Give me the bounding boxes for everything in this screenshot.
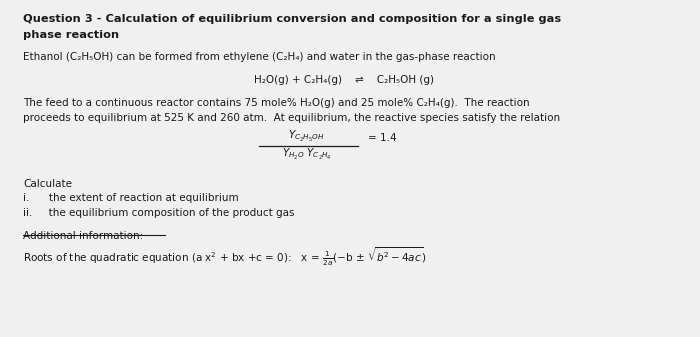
Text: Additional information:: Additional information:	[23, 231, 144, 241]
Text: Question 3 - Calculation of equilibrium conversion and composition for a single : Question 3 - Calculation of equilibrium …	[23, 14, 561, 24]
Text: i.      the extent of reaction at equilibrium: i. the extent of reaction at equilibrium	[23, 193, 239, 203]
Text: phase reaction: phase reaction	[23, 30, 120, 40]
Text: proceeds to equilibrium at 525 K and 260 atm.  At equilibrium, the reactive spec: proceeds to equilibrium at 525 K and 260…	[23, 113, 561, 123]
Text: ii.     the equilibrium composition of the product gas: ii. the equilibrium composition of the p…	[23, 208, 295, 218]
Text: Ethanol (C₂H₅OH) can be formed from ethylene (C₂H₄) and water in the gas-phase r: Ethanol (C₂H₅OH) can be formed from ethy…	[23, 53, 496, 62]
Text: Roots of the quadratic equation (a x$^2$ + bx +c = 0):   x = $\frac{1}{2a}$($-$b: Roots of the quadratic equation (a x$^2$…	[23, 245, 426, 268]
Text: Calculate: Calculate	[23, 179, 72, 189]
Text: The feed to a continuous reactor contains 75 mole% H₂O(g) and 25 mole% C₂H₄(g). : The feed to a continuous reactor contain…	[23, 98, 530, 108]
Text: H₂O(g) + C₂H₄(g)    ⇌    C₂H₅OH (g): H₂O(g) + C₂H₄(g) ⇌ C₂H₅OH (g)	[254, 75, 434, 85]
Text: $Y_{C_2H_5OH}$: $Y_{C_2H_5OH}$	[288, 129, 325, 145]
Text: = 1.4: = 1.4	[368, 133, 397, 143]
Text: $Y_{H_2O}\ Y_{C_2H_4}$: $Y_{H_2O}\ Y_{C_2H_4}$	[281, 147, 331, 162]
